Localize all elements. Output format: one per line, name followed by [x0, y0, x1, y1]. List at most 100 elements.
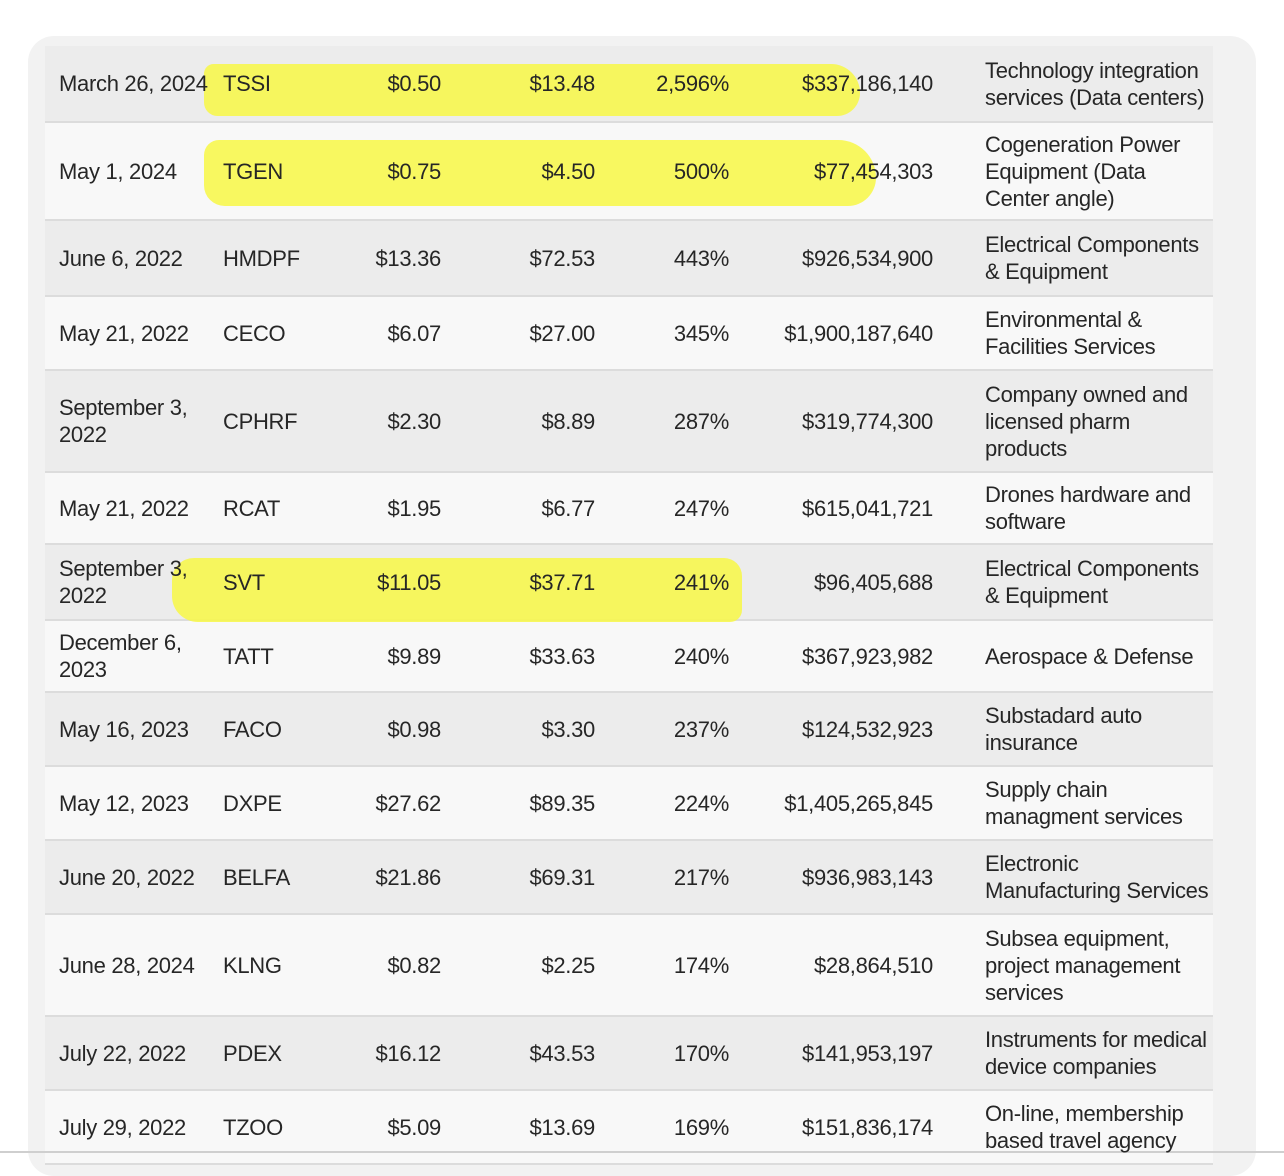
table-row: July 22, 2022 PDEX $16.12 $43.53 170% $1… [45, 1016, 1213, 1091]
market-cap-cell: $141,953,197 [802, 1040, 933, 1066]
ticker-cell: TZOO [223, 1114, 283, 1140]
high-price-cell: $89.35 [529, 790, 596, 816]
description-cell: Electrical Components & Equipment [985, 232, 1199, 284]
ticker-cell: BELFA [223, 864, 290, 890]
low-price-cell: $0.75 [387, 158, 441, 184]
ticker-cell: FACO [223, 716, 282, 742]
description-cell: Electrical Components & Equipment [985, 556, 1199, 608]
low-price-cell: $1.95 [387, 495, 441, 521]
market-cap-cell: $367,923,982 [802, 643, 933, 669]
description-cell: Company owned and licensed pharm product… [985, 381, 1188, 461]
ticker-cell: PDEX [223, 1040, 282, 1066]
gain-cell: 169% [673, 1114, 729, 1140]
description-cell: Supply chain managment services [985, 777, 1183, 829]
table-row: March 26, 2024 TSSI $0.50 $13.48 2,596% … [45, 46, 1213, 123]
ticker-cell: TATT [223, 643, 274, 669]
date-cell: March 26, 2024 [59, 71, 208, 96]
gain-cell: 345% [673, 320, 729, 346]
high-price-cell: $33.63 [529, 643, 596, 669]
market-cap-cell: $28,864,510 [813, 952, 933, 978]
high-price-cell: $72.53 [529, 245, 596, 271]
table-row: December 6, 2023 TATT $9.89 $33.63 240% … [45, 620, 1213, 693]
market-cap-cell: $615,041,721 [802, 495, 933, 521]
date-cell: June 28, 2024 [59, 952, 195, 978]
description-cell: Drones hardware and software [985, 482, 1191, 534]
table-row: June 20, 2022 BELFA $21.86 $69.31 217% $… [45, 840, 1213, 915]
description-cell: Subsea equipment, project management ser… [985, 925, 1181, 1005]
description-cell: Substadard auto insurance [985, 703, 1142, 755]
high-price-cell: $69.31 [529, 864, 596, 890]
high-price-cell: $27.00 [529, 320, 596, 346]
gain-cell: 247% [673, 495, 729, 521]
ticker-cell: TGEN [223, 158, 283, 184]
table-row: September 3, 2022 CPHRF $2.30 $8.89 287%… [45, 370, 1213, 473]
ticker-cell: HMDPF [223, 245, 300, 271]
ticker-cell: KLNG [223, 952, 282, 978]
gain-cell: 240% [673, 643, 729, 669]
description-cell: Technology integration services (Data ce… [985, 57, 1205, 110]
low-price-cell: $6.07 [387, 320, 441, 346]
high-price-cell: $2.25 [541, 952, 595, 978]
market-cap-cell: $936,983,143 [802, 864, 933, 890]
date-cell: May 21, 2022 [59, 495, 189, 521]
gain-cell: 2,596% [656, 71, 729, 96]
gain-cell: 500% [673, 158, 729, 184]
market-cap-cell: $151,836,174 [802, 1114, 933, 1140]
table-row: May 21, 2022 RCAT $1.95 $6.77 247% $615,… [45, 472, 1213, 545]
low-price-cell: $27.62 [375, 790, 442, 816]
low-price-cell: $21.86 [375, 864, 442, 890]
high-price-cell: $3.30 [541, 716, 595, 742]
high-price-cell: $13.69 [529, 1114, 596, 1140]
description-cell: Aerospace & Defense [985, 643, 1194, 669]
low-price-cell: $11.05 [377, 569, 441, 595]
date-cell: July 22, 2022 [59, 1040, 186, 1066]
date-cell: June 6, 2022 [59, 245, 183, 271]
description-cell: Instruments for medical device companies [985, 1027, 1207, 1079]
table-row: September 3, 2022 SVT $11.05 $37.71 241%… [45, 544, 1213, 621]
ticker-cell: TSSI [223, 71, 271, 96]
market-cap-cell: $77,454,303 [813, 158, 933, 184]
low-price-cell: $0.98 [387, 716, 441, 742]
market-cap-cell: $926,534,900 [802, 245, 933, 271]
date-cell: June 20, 2022 [59, 864, 195, 890]
date-cell: December 6, 2023 [59, 630, 182, 682]
ticker-cell: CECO [223, 320, 286, 346]
description-cell: Environmental & Facilities Services [985, 307, 1156, 359]
high-price-cell: $4.50 [541, 158, 595, 184]
market-cap-cell: $319,774,300 [802, 408, 933, 434]
table-row: May 16, 2023 FACO $0.98 $3.30 237% $124,… [45, 692, 1213, 767]
gain-cell: 174% [673, 952, 729, 978]
low-price-cell: $0.50 [387, 71, 441, 96]
description-cell: On-line, membership based travel agency [985, 1101, 1184, 1153]
market-cap-cell: $96,405,688 [813, 569, 933, 595]
high-price-cell: $43.53 [529, 1040, 596, 1066]
gain-cell: 217% [673, 864, 729, 890]
high-price-cell: $8.89 [541, 408, 595, 434]
gain-cell: 241% [673, 569, 729, 595]
gain-cell: 443% [673, 245, 729, 271]
description-cell: Cogeneration Power Equipment (Data Cente… [985, 131, 1181, 211]
date-cell: July 29, 2022 [59, 1114, 186, 1140]
date-cell: May 21, 2022 [59, 320, 189, 346]
stock-gains-table: March 26, 2024 TSSI $0.50 $13.48 2,596% … [45, 46, 1213, 1165]
low-price-cell: $2.30 [387, 408, 441, 434]
high-price-cell: $6.77 [541, 495, 595, 521]
description-cell: Electronic Manufacturing Services [985, 851, 1209, 903]
table-row: June 6, 2022 HMDPF $13.36 $72.53 443% $9… [45, 220, 1213, 297]
ticker-cell: SVT [223, 569, 265, 595]
date-cell: May 1, 2024 [59, 158, 177, 184]
bottom-divider [0, 1151, 1284, 1153]
date-cell: September 3, 2022 [59, 556, 188, 608]
market-cap-cell: $124,532,923 [802, 716, 933, 742]
low-price-cell: $0.82 [387, 952, 441, 978]
date-cell: May 12, 2023 [59, 790, 189, 816]
table-row: May 12, 2023 DXPE $27.62 $89.35 224% $1,… [45, 766, 1213, 841]
ticker-cell: CPHRF [223, 408, 298, 434]
market-cap-cell: $1,900,187,640 [784, 320, 933, 346]
table-row: May 21, 2022 CECO $6.07 $27.00 345% $1,9… [45, 296, 1213, 371]
low-price-cell: $13.36 [375, 245, 442, 271]
gain-cell: 237% [673, 716, 729, 742]
high-price-cell: $13.48 [529, 71, 596, 96]
low-price-cell: $5.09 [387, 1114, 441, 1140]
gain-cell: 287% [673, 408, 729, 434]
